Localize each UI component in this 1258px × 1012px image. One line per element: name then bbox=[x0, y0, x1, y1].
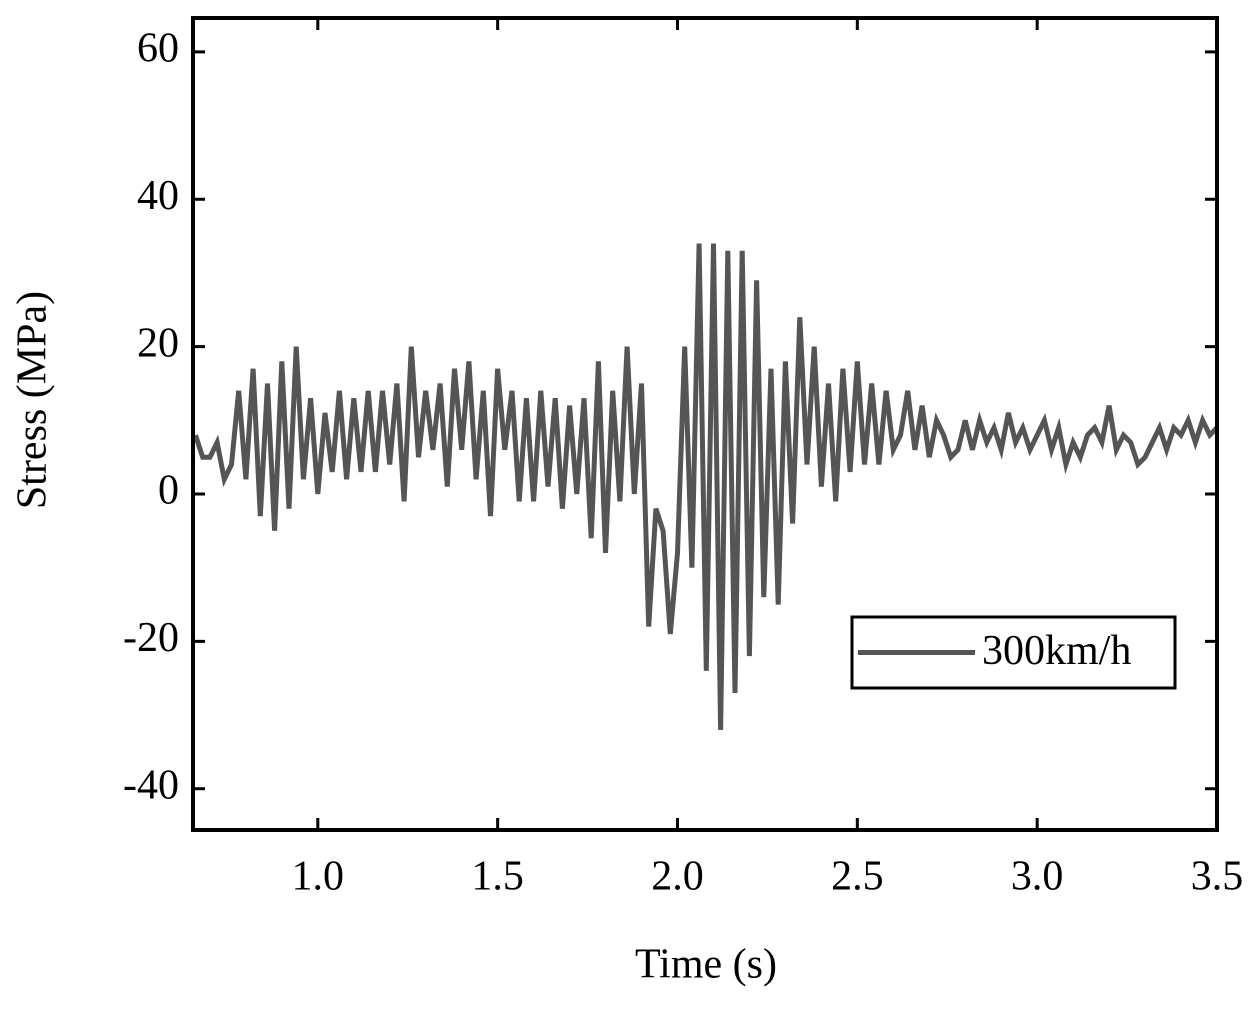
x-tick-label: 2.5 bbox=[831, 854, 884, 900]
series-line bbox=[193, 243, 1219, 730]
y-tick-label: 60 bbox=[137, 26, 179, 72]
x-tick-label: 1.5 bbox=[471, 854, 524, 900]
x-tick-label: 1.0 bbox=[292, 854, 345, 900]
legend-label: 300km/h bbox=[982, 628, 1131, 674]
y-tick-label: 20 bbox=[137, 320, 179, 366]
x-tick-label: 2.0 bbox=[651, 854, 704, 900]
x-tick-label: 3.5 bbox=[1191, 854, 1244, 900]
y-axis-label: Stress (MPa) bbox=[10, 291, 56, 509]
y-tick-label: 40 bbox=[137, 173, 179, 219]
y-tick-label: 0 bbox=[158, 468, 179, 514]
y-tick-label: -20 bbox=[123, 615, 179, 661]
x-tick-label: 3.0 bbox=[1011, 854, 1064, 900]
plot-frame bbox=[191, 16, 1219, 832]
x-axis-label: Time (s) bbox=[635, 942, 777, 988]
y-tick-label: -40 bbox=[123, 762, 179, 808]
